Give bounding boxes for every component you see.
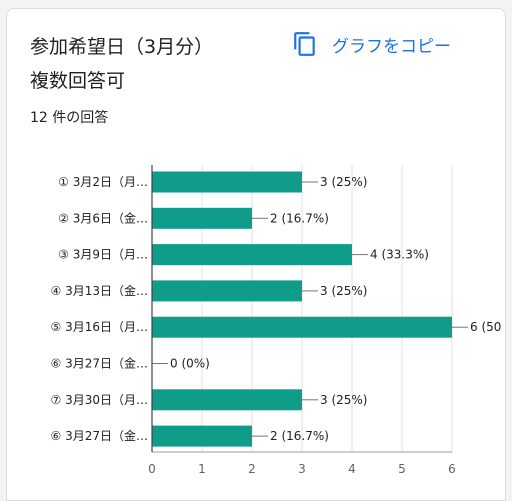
bar [152,316,452,338]
x-tick-label: 1 [198,462,206,476]
category-label: ⑤ 3月16日（月… [51,320,148,334]
category-label: ② 3月6日（金… [58,210,148,225]
category-label: ⑥ 3月27日（金… [51,428,148,443]
category-label: ⑦ 3月30日（月… [51,393,148,407]
data-label: 2 (16.7%) [270,211,329,225]
copy-chart-button[interactable]: グラフをコピー [292,28,451,60]
category-label: ③ 3月9日（月… [58,248,148,262]
x-tick-label: 0 [148,462,156,476]
bar [152,244,352,266]
x-tick-label: 4 [348,462,356,476]
x-tick-label: 6 [448,462,456,476]
copy-button-label: グラフをコピー [332,36,451,57]
data-label: 3 (25%) [320,175,367,189]
x-tick-label: 3 [298,462,306,476]
x-tick-label: 2 [248,462,256,476]
data-label: 2 (16.7%) [270,429,329,443]
bar [152,425,252,447]
x-tick-label: 5 [398,462,406,476]
category-label: ⑥ 3月27日（金… [51,356,148,371]
bar [152,171,302,193]
data-label: 3 (25%) [320,284,367,298]
bar [152,280,302,302]
data-label: 3 (25%) [320,393,367,407]
category-label: ① 3月2日（月… [58,175,148,189]
data-label: 4 (33.3%) [370,248,429,262]
bar [152,207,252,229]
bar [152,389,302,411]
data-label: 6 (50 [470,320,501,334]
data-label: 0 (0%) [170,357,210,371]
response-count: 12 件の回答 [30,110,109,126]
question-title: 参加希望日（3月分） 複数回答可 [30,36,214,92]
copy-icon [292,31,318,57]
category-label: ④ 3月13日（金… [51,283,148,298]
